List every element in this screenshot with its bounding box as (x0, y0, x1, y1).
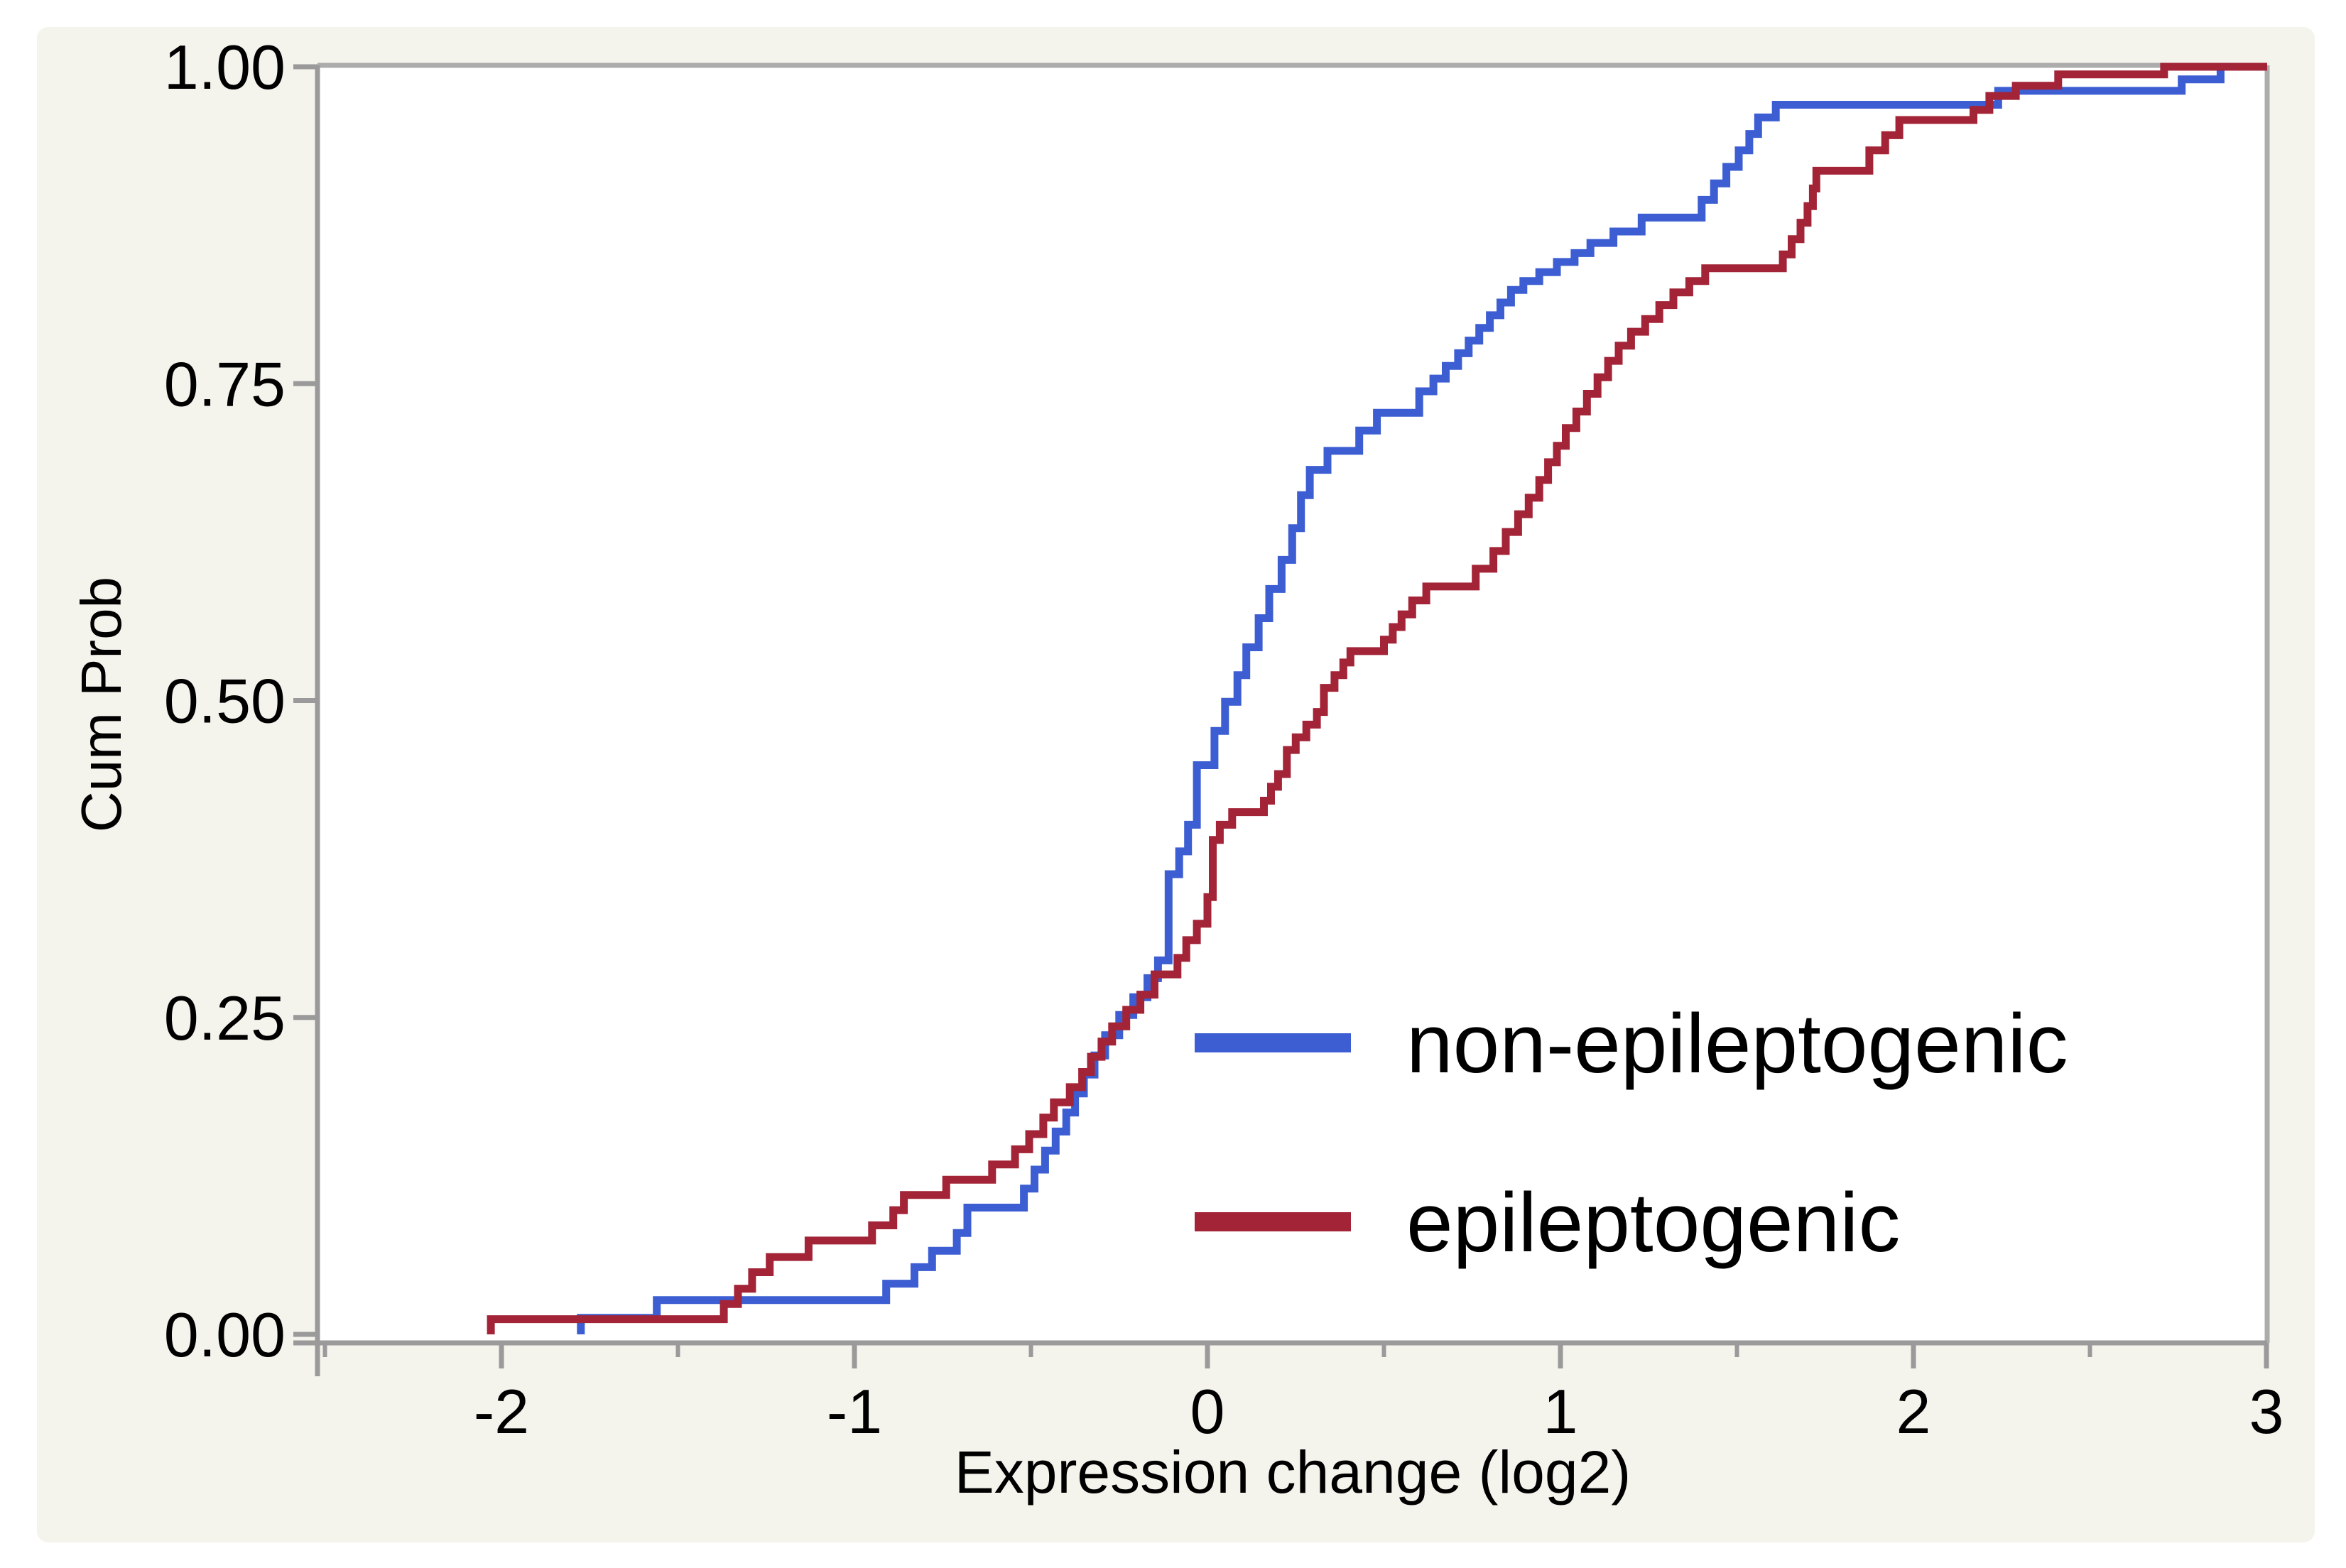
legend-swatch-non-epileptogenic (1195, 1033, 1351, 1052)
x-tick-label: -2 (474, 1376, 529, 1447)
y-tick-label: 0.25 (164, 983, 286, 1053)
y-tick-label: 1.00 (164, 32, 286, 102)
y-tick-label: 0.75 (164, 349, 286, 419)
y-tick-label: 0.50 (164, 666, 286, 736)
x-tick-label: 2 (1896, 1376, 1931, 1447)
x-tick-label: 3 (2249, 1376, 2284, 1447)
legend: non-epileptogenic epileptogenic (1195, 997, 2068, 1270)
y-tick-label: 0.00 (164, 1300, 286, 1370)
legend-label-epileptogenic: epileptogenic (1406, 1176, 1900, 1270)
x-axis-title: Expression change (log2) (955, 1439, 1631, 1506)
legend-label-non-epileptogenic: non-epileptogenic (1406, 997, 2068, 1091)
y-axis-title: Cum Prob (70, 577, 133, 832)
ecdf-curve-non-epileptogenic (577, 62, 2267, 1334)
plot-area (317, 65, 2267, 1343)
x-tick-label: 1 (1543, 1376, 1578, 1447)
x-tick-label: -1 (827, 1376, 882, 1447)
chart-generated-content: -2 -1 0 1 2 3 0.00 0.25 0.50 0.75 1.00 (164, 32, 2284, 1447)
ecdf-curve-epileptogenic (487, 62, 2267, 1334)
legend-swatch-epileptogenic (1195, 1212, 1351, 1231)
x-tick-label: 0 (1190, 1376, 1225, 1447)
